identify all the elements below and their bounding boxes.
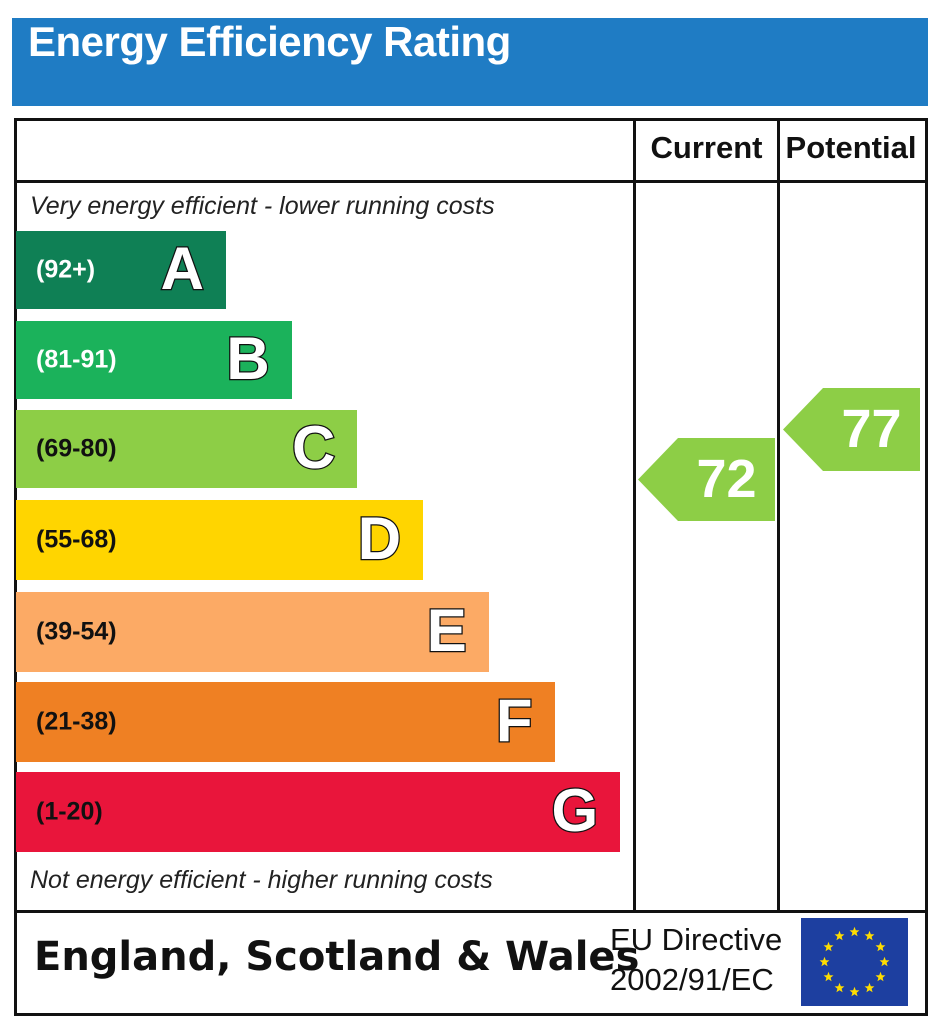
eu-star-icon xyxy=(823,941,834,952)
potential-column-header: Potential xyxy=(785,130,917,165)
eu-star-icon xyxy=(849,986,860,997)
band-c: (69-80) C xyxy=(16,410,358,488)
band-range: (92+) xyxy=(36,255,96,284)
band-letter: B xyxy=(225,324,271,394)
eu-star-icon xyxy=(864,982,875,993)
footer-region: England, Scotland & Wales xyxy=(34,934,640,980)
current-arrow-shape xyxy=(638,437,775,521)
eu-flag-icon xyxy=(801,918,908,1006)
band-letter: G xyxy=(550,776,599,846)
bottom-note: Not energy efficient - higher running co… xyxy=(30,866,493,894)
eu-star-icon xyxy=(875,971,886,982)
current-column-header: Current xyxy=(650,130,763,165)
current-rating-arrow: 72 xyxy=(638,437,775,521)
top-note: Very energy efficient - lower running co… xyxy=(30,192,495,220)
band-range: (81-91) xyxy=(36,345,117,374)
eu-star-icon xyxy=(864,930,875,941)
band-letter: E xyxy=(426,596,469,666)
potential-arrow-shape xyxy=(783,387,920,471)
current-rating-value: 72 xyxy=(696,449,757,509)
column-divider xyxy=(777,118,780,912)
eu-star-icon xyxy=(834,982,845,993)
band-e: (39-54) E xyxy=(16,592,489,672)
eu-directive-line1: EU Directive xyxy=(610,922,783,957)
band-letter: C xyxy=(291,413,337,483)
band-letter: A xyxy=(159,234,205,304)
eu-star-icon xyxy=(849,926,860,937)
chart-title: Energy Efficiency Rating xyxy=(28,18,511,65)
band-g: (1-20) G xyxy=(16,772,621,852)
eu-star-icon xyxy=(834,930,845,941)
potential-rating-value: 77 xyxy=(841,399,902,459)
column-divider xyxy=(633,118,636,912)
chart-frame xyxy=(14,118,928,1016)
band-b: (81-91) B xyxy=(16,321,292,399)
band-range: (39-54) xyxy=(36,617,117,646)
band-letter: D xyxy=(356,504,402,574)
eu-star-icon xyxy=(819,956,830,967)
band-range: (21-38) xyxy=(36,707,117,736)
title-bar xyxy=(12,18,928,106)
band-letter: F xyxy=(495,686,534,756)
eu-star-icon xyxy=(875,941,886,952)
band-a: (92+) A xyxy=(16,231,226,309)
band-range: (69-80) xyxy=(36,434,117,463)
band-range: (55-68) xyxy=(36,525,117,554)
band-range: (1-20) xyxy=(36,797,103,826)
potential-rating-arrow: 77 xyxy=(783,387,920,471)
eu-directive-line2: 2002/91/EC xyxy=(610,962,774,997)
header-divider xyxy=(14,180,925,183)
eu-star-icon xyxy=(879,956,890,967)
band-d: (55-68) D xyxy=(16,500,424,580)
band-f: (21-38) F xyxy=(16,682,555,762)
footer-divider xyxy=(14,910,925,913)
eu-star-icon xyxy=(823,971,834,982)
